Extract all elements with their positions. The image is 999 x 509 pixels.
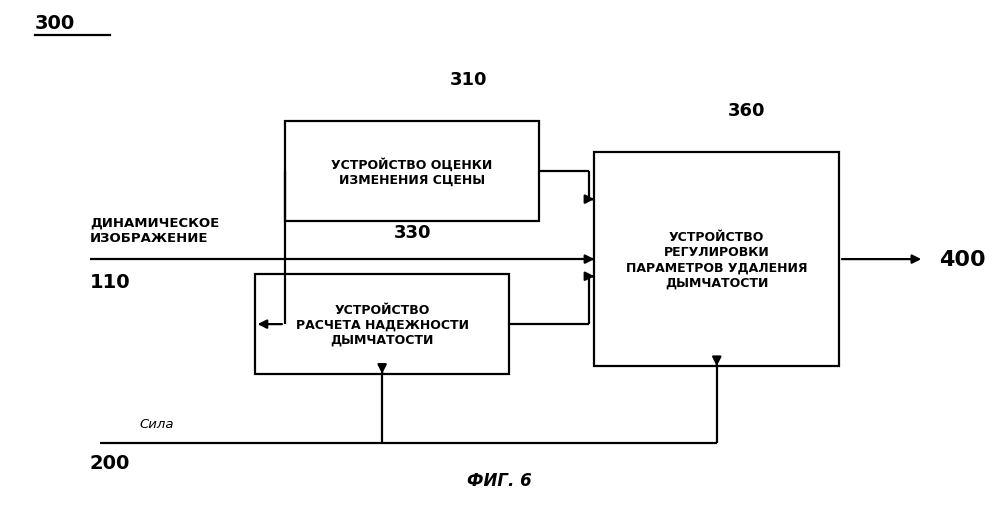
Text: ДИНАМИЧЕСКОЕ
ИЗОБРАЖЕНИЕ: ДИНАМИЧЕСКОЕ ИЗОБРАЖЕНИЕ [90, 216, 219, 244]
Bar [594, 153, 839, 366]
Bar [255, 275, 509, 374]
Text: УСТРОЙСТВО ОЦЕНКИ
ИЗМЕНЕНИЯ СЦЕНЫ: УСТРОЙСТВО ОЦЕНКИ ИЗМЕНЕНИЯ СЦЕНЫ [332, 157, 493, 186]
Text: 360: 360 [727, 102, 765, 120]
Text: УСТРОЙСТВО
РАСЧЕТА НАДЕЖНОСТИ
ДЫМЧАТОСТИ: УСТРОЙСТВО РАСЧЕТА НАДЕЖНОСТИ ДЫМЧАТОСТИ [296, 303, 469, 346]
Text: 400: 400 [939, 249, 986, 270]
Text: Сила: Сила [140, 417, 175, 430]
Text: 200: 200 [90, 453, 130, 472]
Text: 310: 310 [450, 71, 487, 89]
Text: 330: 330 [394, 224, 432, 242]
Text: 110: 110 [90, 272, 131, 291]
Text: УСТРОЙСТВО
РЕГУЛИРОВКИ
ПАРАМЕТРОВ УДАЛЕНИЯ
ДЫМЧАТОСТИ: УСТРОЙСТВО РЕГУЛИРОВКИ ПАРАМЕТРОВ УДАЛЕН… [626, 231, 807, 289]
Text: ФИГ. 6: ФИГ. 6 [468, 471, 531, 489]
Text: 300: 300 [35, 14, 75, 33]
Bar [285, 122, 539, 221]
